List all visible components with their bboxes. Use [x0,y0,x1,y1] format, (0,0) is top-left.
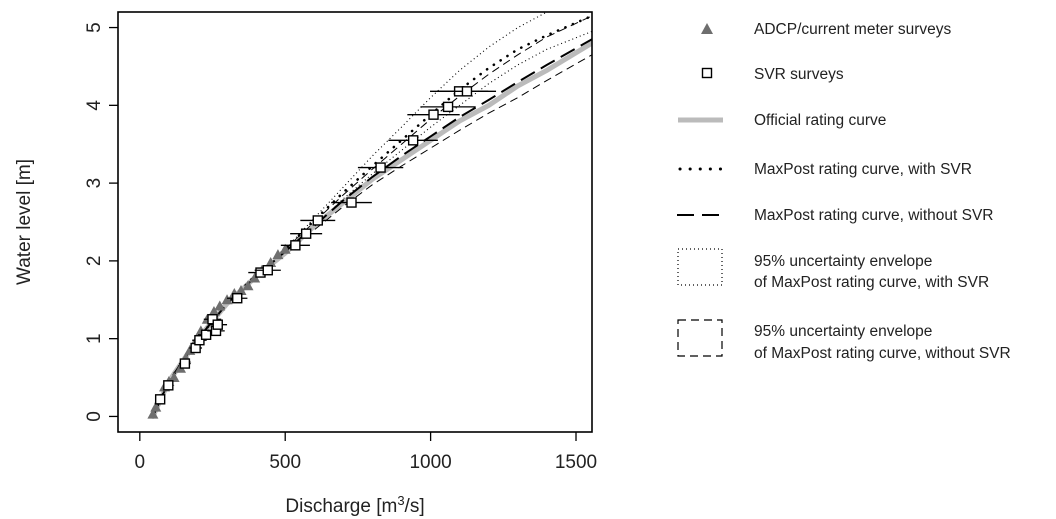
legend-label-svr: SVR surveys [754,66,844,83]
x-tick-label: 0 [135,452,146,473]
legend-label-adcp: ADCP/current meter surveys [754,21,951,38]
y-tick-label: 0 [84,411,105,422]
svr-point [300,228,312,239]
svr-point [232,293,243,304]
adcp-point [168,372,180,383]
legend-label-envelope-svr-1: 95% uncertainty envelope [754,253,932,270]
y-axis: 0 1 2 3 4 5 [84,22,118,422]
x-tick-label: 1000 [409,452,451,473]
svr-point [200,329,212,340]
plot-content [147,12,592,419]
adcp-point [235,284,247,295]
adcp-point [265,256,277,267]
envelope-without-svr-lower [284,54,592,256]
legend-symbol-envelope-svr [677,248,723,286]
svr-point [407,135,419,146]
svr-point [212,319,223,330]
svr-point [346,197,357,208]
adcp-point [272,249,284,260]
y-tick-label: 2 [84,256,105,267]
adcp-point [221,294,233,305]
svr-point [207,314,218,325]
legend: ADCP/current meter surveys SVR surveys O… [677,21,1011,362]
y-axis-title: Water level [m] [14,159,35,285]
y-tick-label: 5 [84,22,105,33]
adcp-point [242,280,254,291]
svr-point [179,358,191,369]
legend-symbol-adcp [701,23,713,34]
svr-point [194,335,205,346]
legend-label-maxpost-svr: MaxPost rating curve, with SVR [754,161,972,178]
y-tick-label: 1 [84,333,105,344]
legend-symbol-svr [701,67,713,79]
maxpost-curve-without-svr [151,38,592,417]
official-rating-curve [150,40,592,419]
adcp-point [214,300,226,311]
svr-point [312,215,323,226]
svr-point [262,265,273,276]
svr-point [154,394,166,405]
svr-point [428,109,439,120]
plot-frame [117,11,593,433]
legend-label-envelope-svr-2: of MaxPost rating curve, with SVR [754,274,989,291]
envelope-with-svr-upper [284,12,548,250]
adcp-point [279,243,291,254]
x-tick-label: 1500 [555,452,597,473]
y-tick-label: 4 [84,100,105,111]
adcp-point [249,272,261,283]
svr-point [461,86,473,97]
adcp-point [147,408,159,419]
legend-label-maxpost-nosvr: MaxPost rating curve, without SVR [754,207,994,224]
envelope-with-svr-lower [284,30,592,254]
x-axis-title: Discharge [m3/s] [285,493,424,517]
adcp-point [208,305,220,316]
svr-point [163,380,174,391]
legend-label-envelope-nosvr-2: of MaxPost rating curve, without SVR [754,345,1011,362]
legend-symbol-envelope-nosvr [677,319,723,357]
x-tick-label: 500 [269,452,301,473]
svr-point [375,162,386,173]
legend-label-official: Official rating curve [754,112,886,129]
svr-point [290,240,301,251]
legend-label-envelope-nosvr-1: 95% uncertainty envelope [754,323,932,340]
y-tick-label: 3 [84,178,105,189]
x-axis: 0 500 1000 1500 [135,432,597,473]
svr-point [442,101,454,113]
adcp-point [150,401,162,412]
